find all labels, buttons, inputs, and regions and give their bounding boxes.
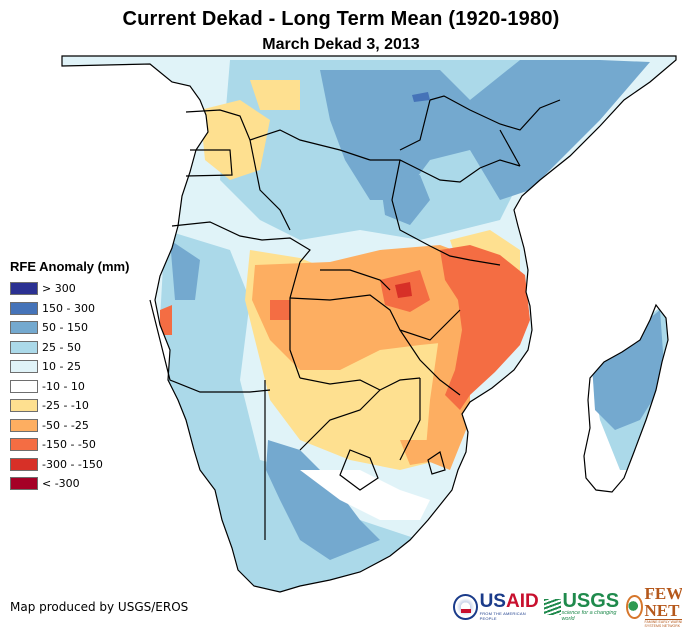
- legend-item: -10 - 10: [10, 377, 129, 397]
- anomaly-zone-dry: [64, 66, 112, 82]
- usaid-logo: USAID FROM THE AMERICAN PEOPLE: [453, 590, 540, 621]
- legend-swatch: [10, 321, 38, 335]
- legend-label: > 300: [42, 282, 76, 296]
- map-subtitle: March Dekad 3, 2013: [262, 36, 420, 53]
- legend-label: -300 - -150: [42, 457, 103, 471]
- anomaly-zone-dry: [252, 245, 500, 370]
- legend-item: -25 - -10: [10, 396, 129, 416]
- legend-label: -25 - -10: [42, 399, 89, 413]
- credit-text: Map produced by USGS/EROS: [10, 600, 189, 614]
- legend-label: 25 - 50: [42, 340, 81, 354]
- legend-item: 10 - 25: [10, 357, 129, 377]
- anomaly-zone-very-dry: [270, 300, 290, 320]
- usgs-wave-icon: [544, 598, 562, 615]
- legend-item: 150 - 300: [10, 299, 129, 319]
- anomaly-zone-very-dry: [160, 305, 172, 335]
- legend-item: -300 - -150: [10, 455, 129, 475]
- legend-swatch: [10, 360, 38, 374]
- usaid-seal-icon: [453, 593, 478, 620]
- legend: RFE Anomaly (mm) > 300 150 - 300 50 - 150 2…: [10, 259, 129, 494]
- anomaly-zone-dry: [250, 80, 300, 110]
- legend-swatch: [10, 340, 38, 354]
- legend-swatch: [10, 477, 38, 491]
- usgs-logo: USGS science for a changing world: [544, 589, 622, 622]
- anomaly-zone-wet: [266, 440, 380, 560]
- legend-title: RFE Anomaly (mm): [10, 259, 130, 274]
- legend-label: 50 - 150: [42, 321, 88, 335]
- anomaly-zone-dry: [130, 120, 175, 160]
- fewsnet-logo: FEWS NET FAMINE EARLY WARNING SYSTEMS NE…: [625, 584, 682, 628]
- usaid-word-a: US: [479, 590, 506, 612]
- country-borders: [61, 55, 677, 593]
- legend-swatch: [10, 282, 38, 296]
- legend-label: -150 - -50: [42, 438, 96, 452]
- anomaly-zone-wet: [170, 240, 200, 300]
- fewsnet-word: FEWS NET: [644, 584, 682, 620]
- legend-item: -50 - -25: [10, 416, 129, 436]
- legend-label: 150 - 300: [42, 301, 95, 315]
- legend-label: -50 - -25: [42, 418, 89, 432]
- legend-swatch: [10, 301, 38, 315]
- legend-item: < -300: [10, 474, 129, 494]
- partner-logos: USAID FROM THE AMERICAN PEOPLE USGS scie…: [453, 585, 682, 628]
- anomaly-zone-dry: [200, 100, 270, 180]
- anomaly-zone-wet: [380, 175, 430, 225]
- legend-swatch: [10, 457, 38, 471]
- anomaly-zone-very-dry: [440, 245, 530, 410]
- map-title: Current Dekad - Long Term Mean (1920-198…: [122, 8, 560, 30]
- usaid-word-b: AID: [505, 590, 539, 612]
- legend-label: -10 - 10: [42, 379, 85, 393]
- anomaly-zone-neutral: [300, 470, 430, 520]
- globe-icon: [625, 594, 643, 619]
- legend-swatch: [10, 438, 38, 452]
- anomaly-zone-wet: [160, 230, 440, 592]
- legend-item: 25 - 50: [10, 338, 129, 358]
- anomaly-zone-wet: [412, 92, 430, 102]
- legend-item: -150 - -50: [10, 435, 129, 455]
- legend-item: 50 - 150: [10, 318, 129, 338]
- legend-item: > 300: [10, 279, 129, 299]
- madagascar-fill: [584, 305, 668, 492]
- legend-label: 10 - 25: [42, 360, 81, 374]
- anomaly-zone-wet: [320, 60, 650, 200]
- legend-label: < -300: [42, 477, 80, 491]
- legend-swatch: [10, 399, 38, 413]
- legend-swatch: [10, 379, 38, 393]
- usgs-word: USGS: [562, 589, 620, 612]
- anomaly-zone-very-dry: [395, 282, 412, 298]
- usgs-tagline: science for a changing world: [561, 609, 617, 622]
- legend-swatch: [10, 418, 38, 432]
- usaid-tagline: FROM THE AMERICAN PEOPLE: [479, 610, 526, 621]
